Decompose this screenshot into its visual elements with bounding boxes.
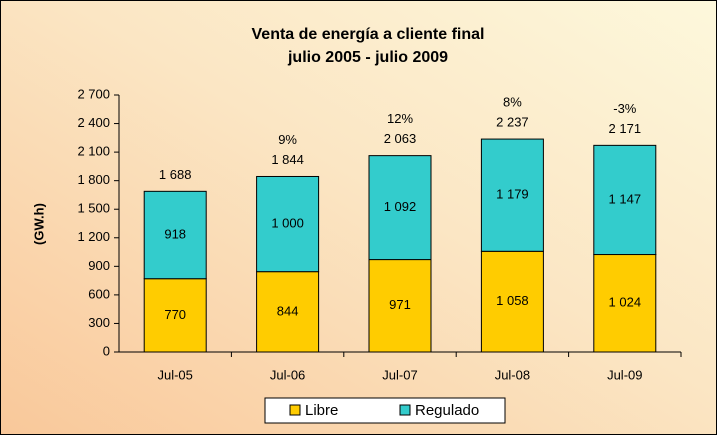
legend-label: Libre <box>305 402 338 419</box>
bar-segment <box>593 144 657 256</box>
legend-label: Regulado <box>415 402 479 419</box>
y-tick-label: 0 <box>103 343 110 358</box>
bar-segment <box>480 138 544 252</box>
chart-subtitle: julio 2005 - julio 2009 <box>287 49 448 66</box>
y-tick-label: 2 400 <box>77 115 110 130</box>
total-label: 2 063 <box>384 131 417 146</box>
bar-segment <box>143 190 207 280</box>
data-label: 918 <box>164 226 186 241</box>
total-label: 1 688 <box>159 167 192 182</box>
bar-segment <box>256 175 320 273</box>
y-tick-label: 2 100 <box>77 144 110 159</box>
legend-swatch <box>289 404 301 416</box>
bar-segment <box>143 278 207 353</box>
growth-label: 12% <box>387 111 413 126</box>
data-label: 1 147 <box>609 191 642 206</box>
data-label: 1 058 <box>496 293 529 308</box>
bar-segment <box>368 155 432 261</box>
legend <box>264 397 506 424</box>
y-tick-label: 1 500 <box>77 201 110 216</box>
data-label: 1 024 <box>609 295 642 310</box>
chart-title: Venta de energía a cliente final <box>252 26 485 43</box>
growth-label: 9% <box>278 132 297 147</box>
x-tick-label: Jul-08 <box>495 367 530 382</box>
data-label: 770 <box>164 307 186 322</box>
y-tick-label: 1 200 <box>77 229 110 244</box>
y-tick-label: 600 <box>88 286 110 301</box>
y-tick-label: 900 <box>88 258 110 273</box>
x-tick-label: Jul-07 <box>382 367 417 382</box>
total-label: 1 844 <box>271 152 304 167</box>
total-label: 2 171 <box>609 121 642 136</box>
x-tick-label: Jul-06 <box>270 367 305 382</box>
y-tick-label: 2 700 <box>77 86 110 101</box>
data-label: 1 000 <box>271 216 304 231</box>
x-tick-label: Jul-05 <box>157 367 192 382</box>
y-axis-label: (GW.h) <box>31 203 46 245</box>
total-label: 2 237 <box>496 115 529 130</box>
x-tick-label: Jul-09 <box>607 367 642 382</box>
y-tick-label: 300 <box>88 315 110 330</box>
data-label: 844 <box>277 303 299 318</box>
data-label: 971 <box>389 297 411 312</box>
growth-label: -3% <box>613 101 637 116</box>
legend-swatch <box>399 404 411 416</box>
growth-label: 8% <box>503 95 522 110</box>
y-tick-label: 1 800 <box>77 172 110 187</box>
data-label: 1 179 <box>496 187 529 202</box>
bar-segment <box>256 271 320 353</box>
bar-segment <box>480 250 544 353</box>
data-label: 1 092 <box>384 199 417 214</box>
